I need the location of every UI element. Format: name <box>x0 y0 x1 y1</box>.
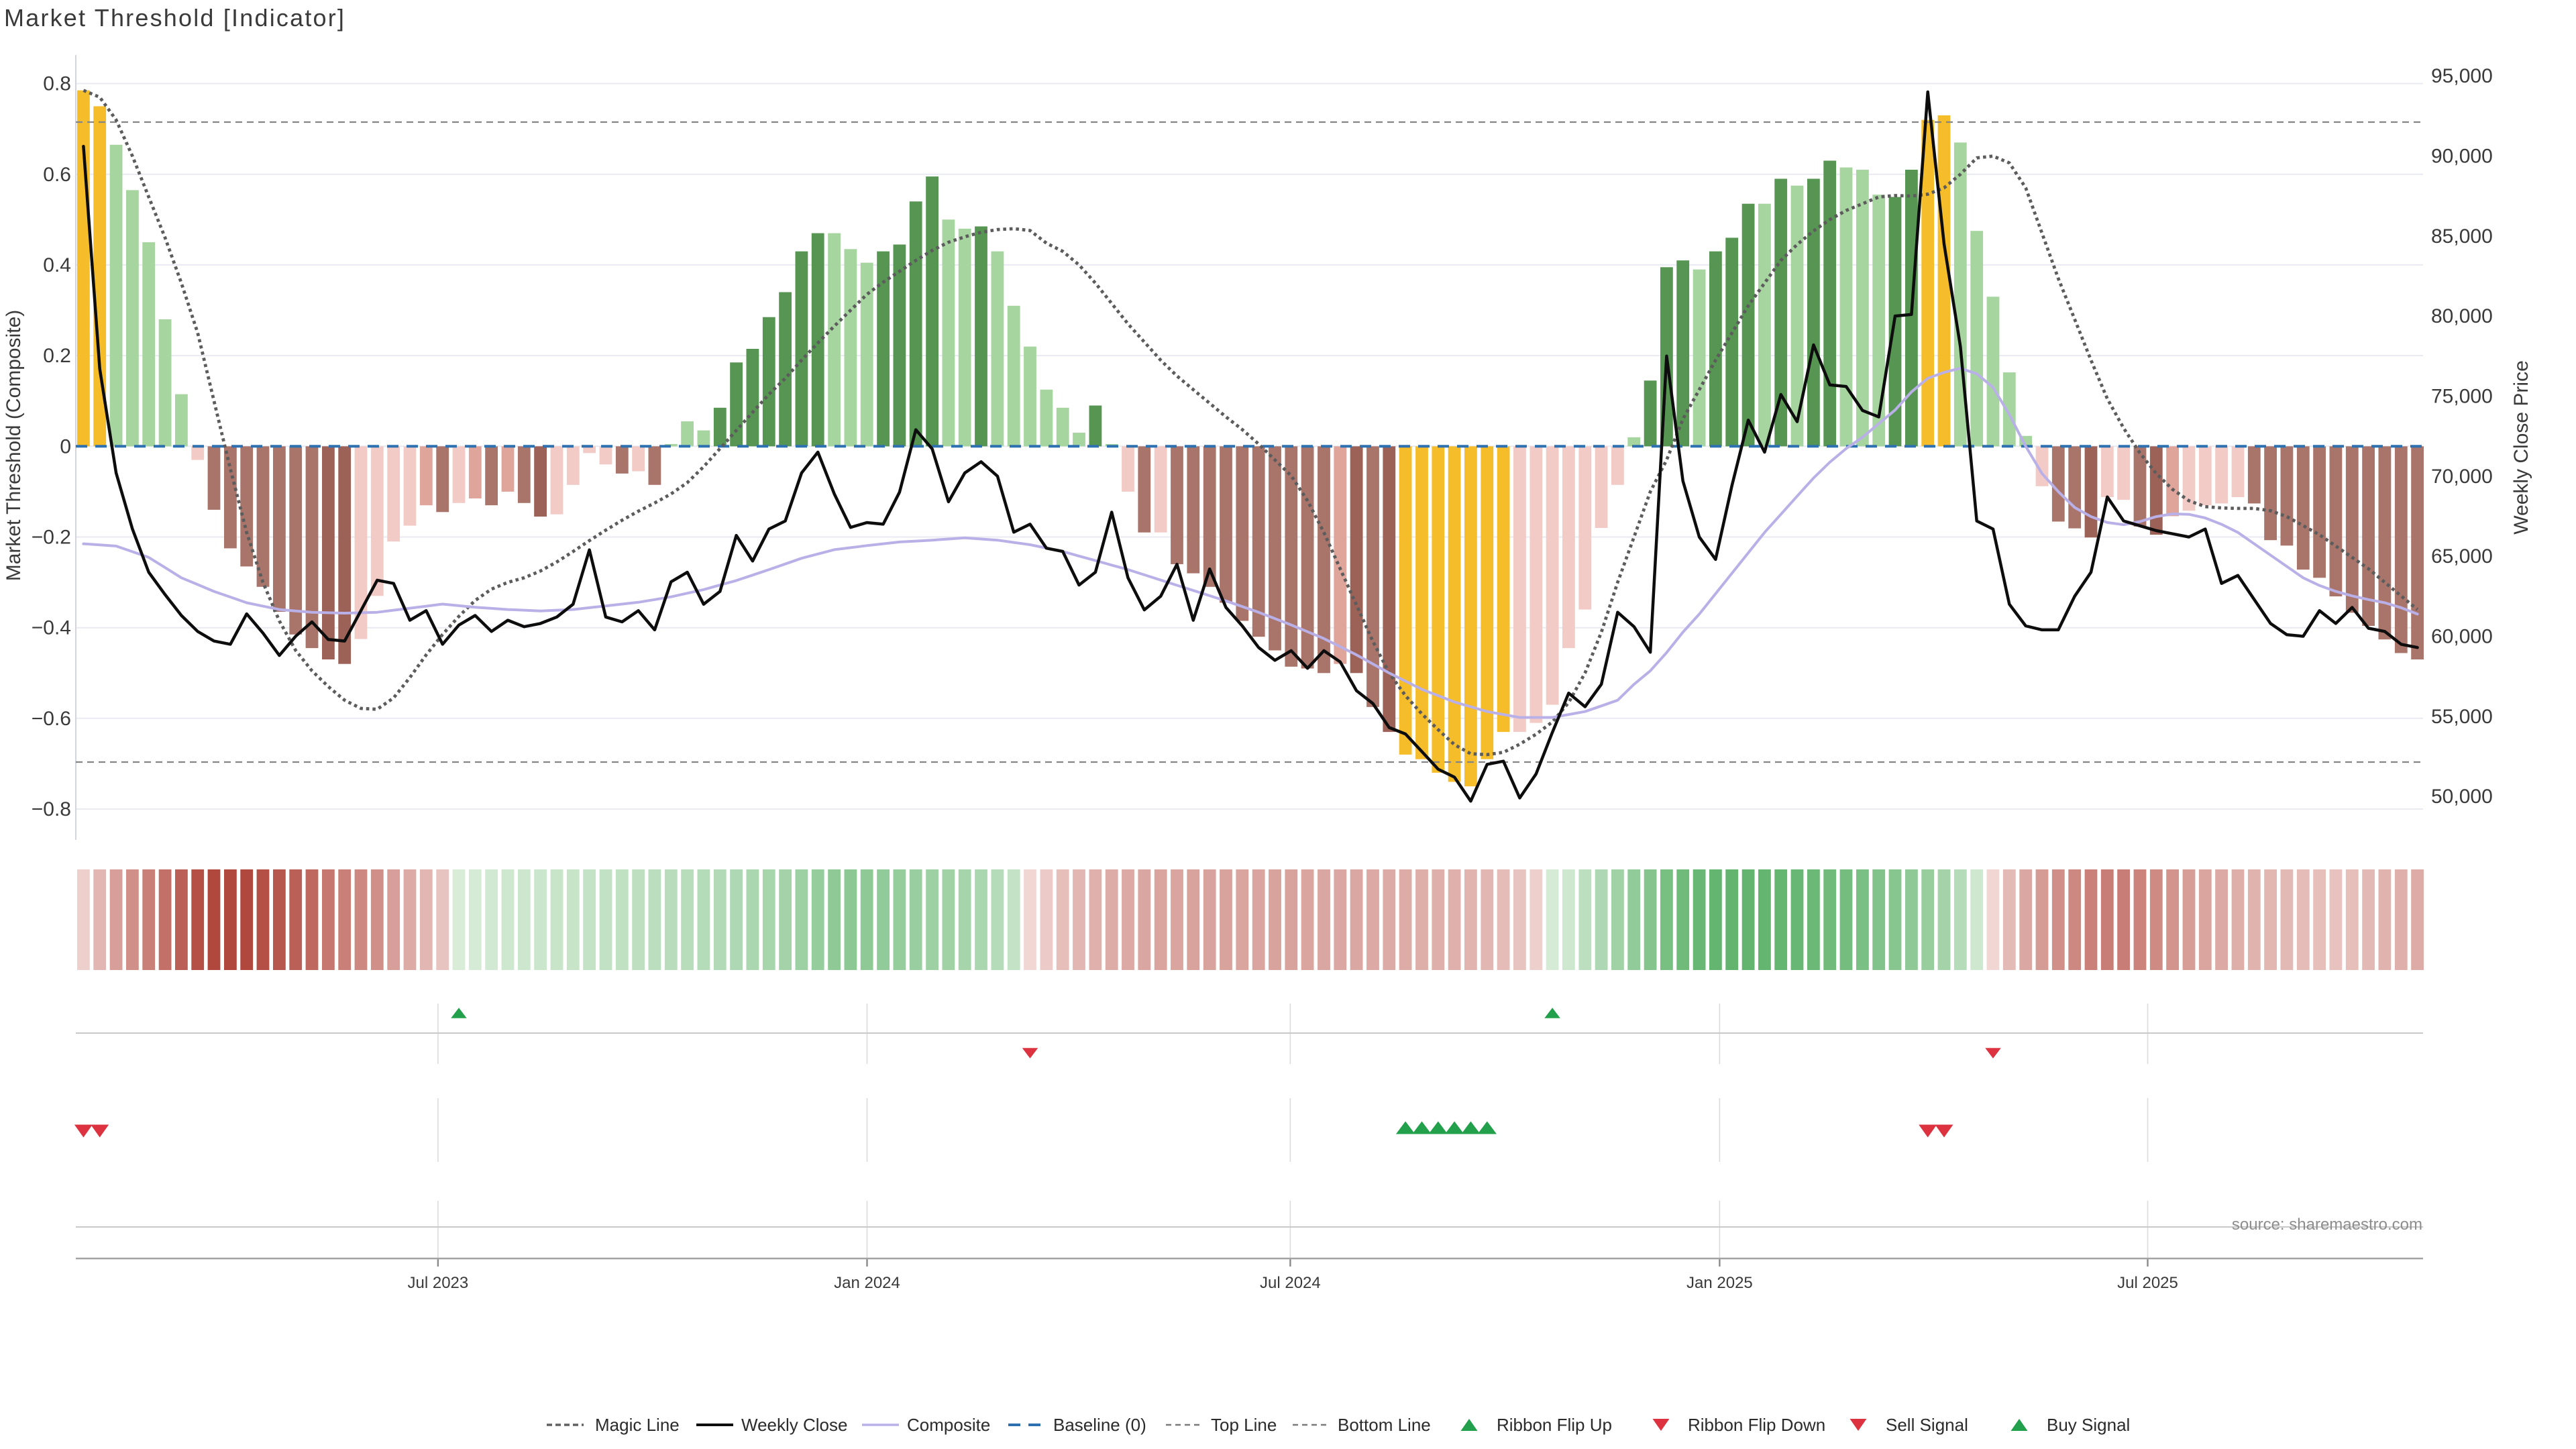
svg-text:50,000: 50,000 <box>2431 786 2493 808</box>
svg-text:Buy Signal: Buy Signal <box>2047 1415 2130 1435</box>
svg-text:Market Threshold (Composite): Market Threshold (Composite) <box>3 310 25 582</box>
svg-text:Baseline (0): Baseline (0) <box>1053 1415 1146 1435</box>
svg-text:0: 0 <box>60 435 71 458</box>
svg-text:Jan 2024: Jan 2024 <box>834 1274 900 1292</box>
svg-text:Top Line: Top Line <box>1211 1415 1277 1435</box>
svg-text:−0.2: −0.2 <box>32 527 71 549</box>
svg-text:0.6: 0.6 <box>43 164 71 186</box>
svg-text:Ribbon Flip Down: Ribbon Flip Down <box>1688 1415 1825 1435</box>
svg-text:Jul 2023: Jul 2023 <box>408 1274 469 1292</box>
svg-text:Weekly Close Price: Weekly Close Price <box>2510 360 2532 535</box>
svg-text:70,000: 70,000 <box>2431 466 2493 488</box>
svg-text:Ribbon Flip Up: Ribbon Flip Up <box>1497 1415 1612 1435</box>
svg-text:Jan 2025: Jan 2025 <box>1686 1274 1753 1292</box>
svg-text:0.2: 0.2 <box>43 345 71 367</box>
svg-text:85,000: 85,000 <box>2431 225 2493 248</box>
svg-text:Sell Signal: Sell Signal <box>1886 1415 1968 1435</box>
svg-text:−0.8: −0.8 <box>32 798 71 820</box>
svg-text:75,000: 75,000 <box>2431 386 2493 408</box>
svg-text:−0.6: −0.6 <box>32 708 71 730</box>
svg-text:source: sharemaestro.com: source: sharemaestro.com <box>2232 1216 2422 1234</box>
svg-text:Jul 2024: Jul 2024 <box>1260 1274 1321 1292</box>
svg-text:Bottom Line: Bottom Line <box>1338 1415 1431 1435</box>
svg-text:60,000: 60,000 <box>2431 626 2493 648</box>
svg-text:80,000: 80,000 <box>2431 305 2493 327</box>
svg-text:0.8: 0.8 <box>43 73 71 95</box>
svg-text:Market Threshold [Indicator]: Market Threshold [Indicator] <box>4 4 345 32</box>
svg-text:65,000: 65,000 <box>2431 545 2493 568</box>
svg-text:0.4: 0.4 <box>43 254 71 276</box>
svg-text:Magic Line: Magic Line <box>595 1415 680 1435</box>
svg-text:90,000: 90,000 <box>2431 145 2493 167</box>
svg-text:Weekly Close: Weekly Close <box>741 1415 847 1435</box>
svg-text:55,000: 55,000 <box>2431 706 2493 728</box>
svg-text:Jul 2025: Jul 2025 <box>2117 1274 2178 1292</box>
svg-text:Composite: Composite <box>907 1415 990 1435</box>
svg-text:−0.4: −0.4 <box>32 617 71 639</box>
svg-text:95,000: 95,000 <box>2431 65 2493 87</box>
